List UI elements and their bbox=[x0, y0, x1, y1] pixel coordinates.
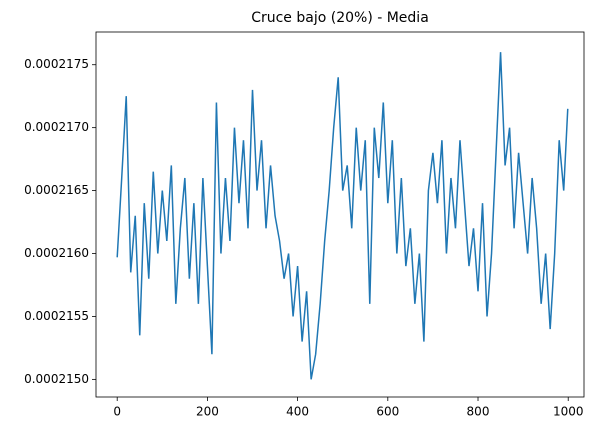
x-tick-label: 600 bbox=[376, 405, 399, 419]
x-tick-label: 1000 bbox=[553, 405, 584, 419]
y-tick-label: 0.0002170 bbox=[24, 120, 89, 134]
y-tick-label: 0.0002160 bbox=[24, 246, 89, 260]
y-tick-label: 0.0002165 bbox=[24, 183, 89, 197]
y-tick-label: 0.0002150 bbox=[24, 372, 89, 386]
x-tick-label: 400 bbox=[286, 405, 309, 419]
data-line bbox=[116, 52, 569, 380]
x-tick-label: 0 bbox=[113, 405, 121, 419]
y-tick-label: 0.0002155 bbox=[24, 309, 89, 323]
chart-title: Cruce bajo (20%) - Media bbox=[251, 10, 429, 26]
axes-frame bbox=[95, 31, 585, 398]
y-tick-label: 0.0002175 bbox=[24, 57, 89, 71]
x-tick-label: 800 bbox=[467, 405, 490, 419]
x-tick-label: 200 bbox=[196, 405, 219, 419]
